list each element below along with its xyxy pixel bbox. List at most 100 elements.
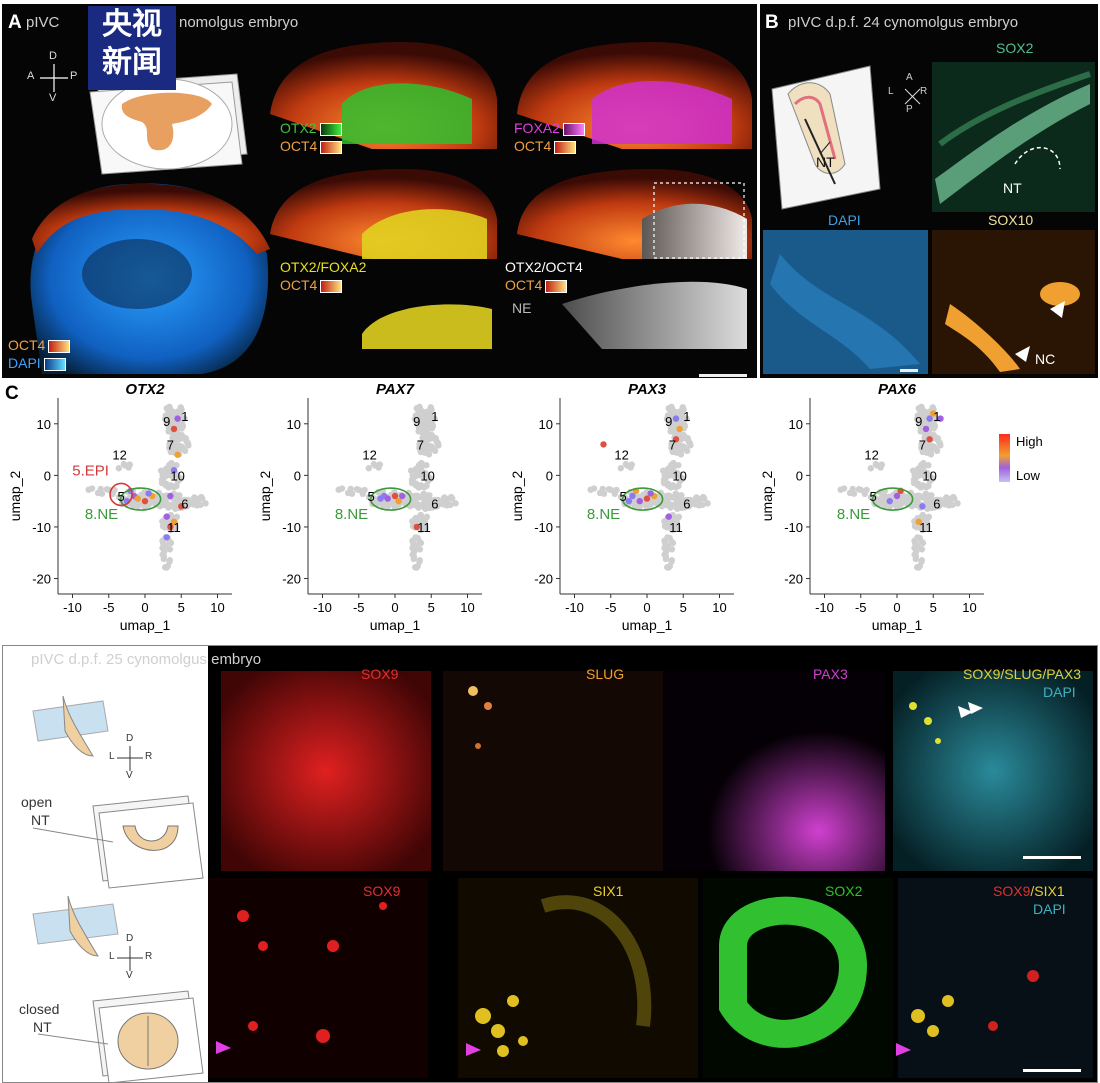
cluster-label: 10 [672, 468, 686, 483]
ne-label: 8.NE [335, 506, 368, 523]
x-tick-label: -5 [103, 600, 115, 615]
expr-cell [377, 495, 384, 502]
cluster-label: 5 [367, 489, 374, 504]
umap-cell [166, 538, 174, 546]
umap-cell [676, 442, 683, 450]
umap-cell [912, 468, 919, 476]
label-d-dapi1: DAPI [1043, 684, 1076, 700]
expr-cell [134, 495, 141, 502]
plot-title: PAX6 [878, 381, 917, 398]
umap-cell [409, 544, 416, 552]
axes-cross-a [40, 64, 68, 92]
ne-label: 8.NE [837, 506, 870, 523]
x-axis-label: umap_1 [622, 617, 673, 633]
axis-d-l2: L [109, 951, 115, 962]
expr-cell [919, 503, 926, 510]
umap-cell [922, 446, 929, 454]
umap-cell [410, 468, 417, 476]
cluster-label: 1 [683, 409, 690, 424]
x-tick-label: 5 [428, 600, 435, 615]
x-tick-label: 0 [141, 600, 148, 615]
umap-cell [920, 459, 927, 467]
panel-b: B pIVC d.p.f. 24 cynomolgus embryo NT L … [760, 4, 1098, 378]
umap-cell [416, 557, 424, 564]
umap-cell [613, 486, 620, 494]
cluster-label: 11 [167, 520, 181, 535]
umap-cell [426, 408, 433, 415]
umap-plot-pax6: -10 -5 0 5 10 10 0 -10 -20 umap_1 umap_2 PAX6 9 17 12 1… [759, 381, 1043, 633]
umap-cell [675, 482, 682, 490]
y-tick-label: 10 [539, 417, 553, 432]
y-tick-label: 0 [796, 468, 803, 483]
label-open-nt: NT [31, 812, 50, 828]
umap-cell [914, 499, 922, 506]
umap-cell [863, 486, 870, 494]
expr-cell [886, 497, 893, 505]
umap-cell [414, 562, 421, 570]
umap-cell [667, 428, 674, 435]
umap-cell [158, 476, 166, 484]
expr-cell [665, 513, 672, 520]
umap-cell [660, 476, 668, 484]
umap-cell [348, 490, 356, 497]
epi-outline [109, 482, 133, 507]
umap-cell [605, 486, 613, 493]
umap-cell [684, 437, 692, 444]
umap-cell [667, 504, 674, 511]
label-d-six1: SIX1 [593, 883, 624, 899]
label-nt-cartoon: NT [816, 154, 835, 170]
umap-cell [185, 442, 192, 449]
expr-cell [636, 497, 643, 505]
expr-cell [170, 425, 178, 433]
x-tick-label: -10 [565, 600, 584, 615]
umap-cell [683, 415, 690, 422]
umap-cell [410, 553, 418, 560]
legend-low: Low [1016, 468, 1040, 483]
umap-cell [174, 442, 181, 450]
expr-cell [174, 451, 181, 458]
x-tick-label: 0 [893, 600, 900, 615]
umap-cell [423, 482, 430, 490]
umap-cell [361, 486, 368, 494]
umap-cell [665, 405, 672, 412]
umap-cell [915, 405, 922, 412]
umap-cell [664, 412, 672, 419]
ne-label: 8.NE [587, 506, 620, 523]
umap-cell [190, 501, 197, 508]
umap-cell [840, 485, 848, 492]
plot-title: PAX3 [628, 381, 667, 398]
umap-cell [166, 546, 174, 553]
axis-d-d2: D [126, 933, 134, 944]
cluster-label: 9 [665, 414, 672, 429]
umap-cell [917, 484, 925, 491]
thumb-otx2-oct4 [517, 169, 752, 259]
axis-d-v2: V [126, 970, 133, 981]
x-tick-label: 5 [680, 600, 687, 615]
umap-cell [415, 484, 423, 491]
x-tick-label: 10 [460, 600, 474, 615]
y-tick-label: 0 [546, 468, 553, 483]
label-sox10: SOX10 [988, 212, 1034, 228]
umap-cell [661, 537, 668, 545]
label-closed-nt: NT [33, 1019, 52, 1035]
axis-b-a: A [906, 72, 913, 83]
expr-cell [167, 492, 174, 500]
label-d-sox2: SOX2 [825, 883, 863, 899]
umap-cell [947, 495, 955, 502]
panel-d-letter: D [8, 650, 22, 671]
cluster-label: 6 [181, 497, 188, 512]
umap-cell [666, 562, 673, 570]
umap-cell [926, 420, 934, 427]
umap-cell [918, 538, 926, 546]
label-dapi-main: DAPI [8, 355, 66, 371]
label-closed: closed [19, 1001, 60, 1017]
umap-cell [440, 501, 447, 508]
zoom-yellow [362, 304, 492, 349]
umap-cell [168, 459, 175, 467]
expr-cell [395, 497, 402, 505]
label-nt-image: NT [1003, 180, 1022, 196]
plot-title: OTX2 [125, 381, 165, 398]
label-d-slug: SLUG [586, 666, 625, 682]
umap-cell [165, 504, 172, 511]
cluster-label: 12 [614, 448, 628, 463]
